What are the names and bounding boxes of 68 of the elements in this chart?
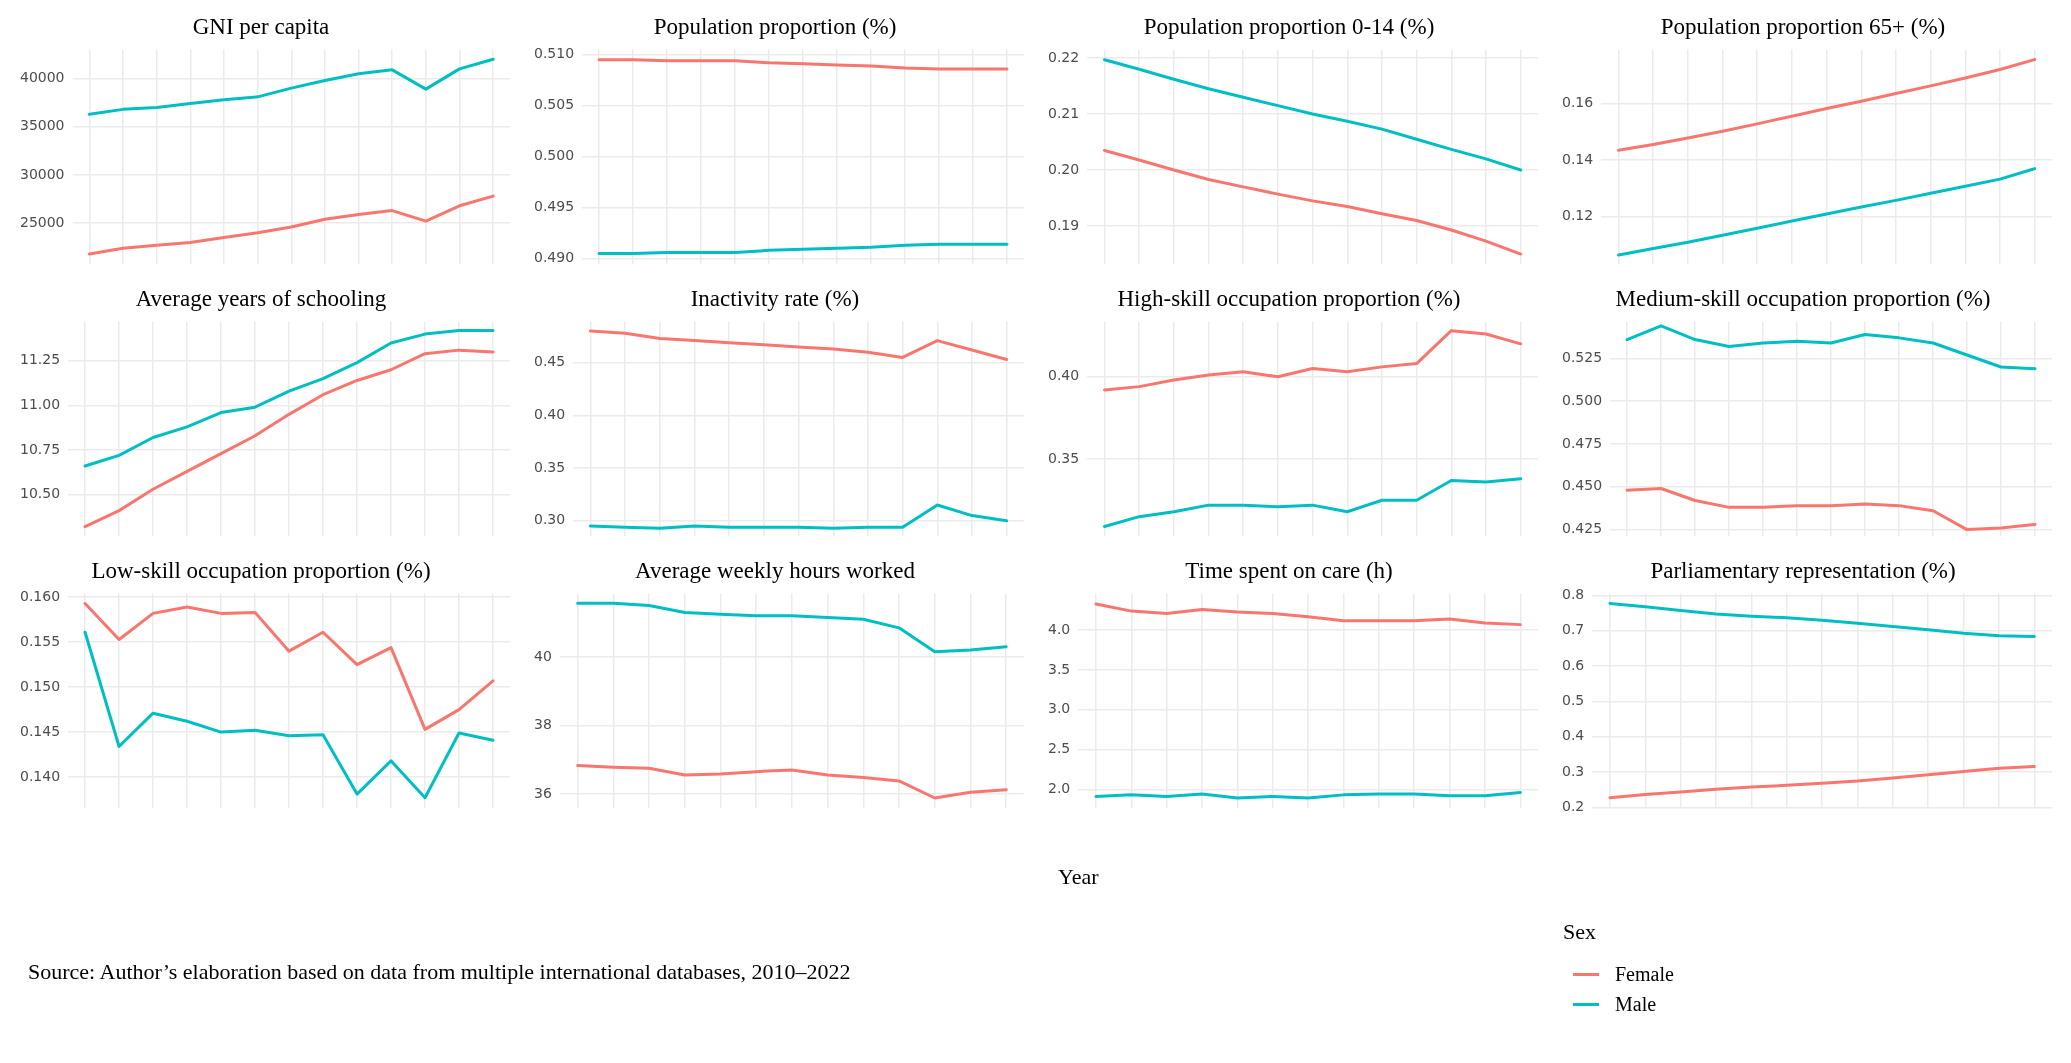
y-tick-label: 0.525 bbox=[1561, 349, 1603, 366]
chart-title: Average years of schooling bbox=[135, 285, 387, 311]
legend-label: Female bbox=[1615, 962, 1674, 986]
y-tick-label: 0.475 bbox=[1561, 434, 1603, 451]
y-tick-label: 40 bbox=[533, 647, 552, 664]
y-tick-label: 11.00 bbox=[19, 396, 61, 413]
y-tick-label: 0.40 bbox=[534, 406, 566, 423]
y-tick-label: 0.19 bbox=[1048, 216, 1080, 233]
y-tick-label: 0.20 bbox=[1048, 160, 1080, 177]
y-tick-label: 0.3 bbox=[1562, 762, 1585, 779]
chart-title: GNI per capita bbox=[192, 13, 330, 39]
chart-title: Time spent on care (h) bbox=[1185, 557, 1393, 583]
y-tick-label: 3.5 bbox=[1048, 660, 1071, 677]
chart-title: Low-skill occupation proportion (%) bbox=[91, 557, 431, 583]
x-axis-title: Year bbox=[1058, 864, 1099, 890]
y-tick-label: 0.40 bbox=[1048, 367, 1080, 384]
y-tick-label: 2.0 bbox=[1048, 779, 1071, 796]
y-tick-label: 0.155 bbox=[19, 632, 61, 649]
legend-title: Sex bbox=[1563, 919, 1597, 945]
y-tick-label: 0.16 bbox=[1562, 94, 1594, 111]
y-tick-label: 0.5 bbox=[1562, 692, 1585, 709]
y-tick-label: 3.0 bbox=[1048, 700, 1071, 717]
y-tick-label: 2.5 bbox=[1048, 740, 1071, 757]
y-tick-label: 0.160 bbox=[19, 587, 61, 604]
source-note: Source: Author’s elaboration based on data from multiple international databases, 2010–2022 bbox=[28, 959, 851, 985]
y-tick-label: 0.7 bbox=[1562, 621, 1585, 638]
y-tick-label: 0.505 bbox=[533, 96, 575, 113]
y-tick-label: 0.495 bbox=[533, 198, 575, 215]
legend-label: Male bbox=[1615, 992, 1657, 1016]
y-tick-label: 0.2 bbox=[1562, 798, 1585, 815]
y-tick-label: 0.510 bbox=[533, 45, 575, 62]
y-tick-label: 0.30 bbox=[534, 511, 566, 528]
y-tick-label: 0.140 bbox=[19, 767, 61, 784]
y-tick-label: 0.21 bbox=[1048, 104, 1080, 121]
y-tick-label: 0.490 bbox=[533, 249, 575, 266]
y-tick-label: 0.450 bbox=[1561, 477, 1603, 494]
y-tick-label: 0.45 bbox=[534, 353, 566, 370]
y-tick-label: 0.12 bbox=[1562, 207, 1594, 224]
chart-title: Medium-skill occupation proportion (%) bbox=[1615, 285, 1991, 311]
y-tick-label: 30000 bbox=[19, 165, 65, 182]
chart-title: Population proportion (%) bbox=[653, 13, 897, 39]
y-tick-label: 0.150 bbox=[19, 677, 61, 694]
chart-title: Inactivity rate (%) bbox=[690, 285, 860, 311]
y-tick-label: 35000 bbox=[19, 117, 65, 134]
y-tick-label: 0.4 bbox=[1562, 727, 1585, 744]
y-tick-label: 0.14 bbox=[1562, 150, 1594, 167]
y-tick-label: 25000 bbox=[19, 213, 65, 230]
chart-title: Population proportion 65+ (%) bbox=[1660, 13, 1946, 39]
y-tick-label: 0.145 bbox=[19, 722, 61, 739]
y-tick-label: 0.35 bbox=[1048, 449, 1080, 466]
y-tick-label: 0.6 bbox=[1562, 656, 1585, 673]
y-tick-label: 0.500 bbox=[533, 147, 575, 164]
chart-title: Average weekly hours worked bbox=[635, 557, 916, 583]
y-tick-label: 0.425 bbox=[1561, 520, 1603, 537]
y-tick-label: 0.500 bbox=[1561, 391, 1603, 408]
chart-title: Population proportion 0-14 (%) bbox=[1143, 13, 1435, 39]
y-tick-label: 0.22 bbox=[1048, 48, 1080, 65]
y-tick-label: 10.75 bbox=[19, 440, 61, 457]
y-tick-label: 38 bbox=[533, 716, 552, 733]
y-tick-label: 0.8 bbox=[1562, 586, 1585, 603]
y-tick-label: 36 bbox=[533, 784, 552, 801]
chart-title: Parliamentary representation (%) bbox=[1650, 557, 1956, 583]
y-tick-label: 10.50 bbox=[19, 485, 61, 502]
y-tick-label: 11.25 bbox=[19, 351, 61, 368]
y-tick-label: 4.0 bbox=[1048, 620, 1071, 637]
y-tick-label: 0.35 bbox=[534, 458, 566, 475]
y-tick-label: 40000 bbox=[19, 69, 65, 86]
chart-title: High-skill occupation proportion (%) bbox=[1117, 285, 1461, 311]
